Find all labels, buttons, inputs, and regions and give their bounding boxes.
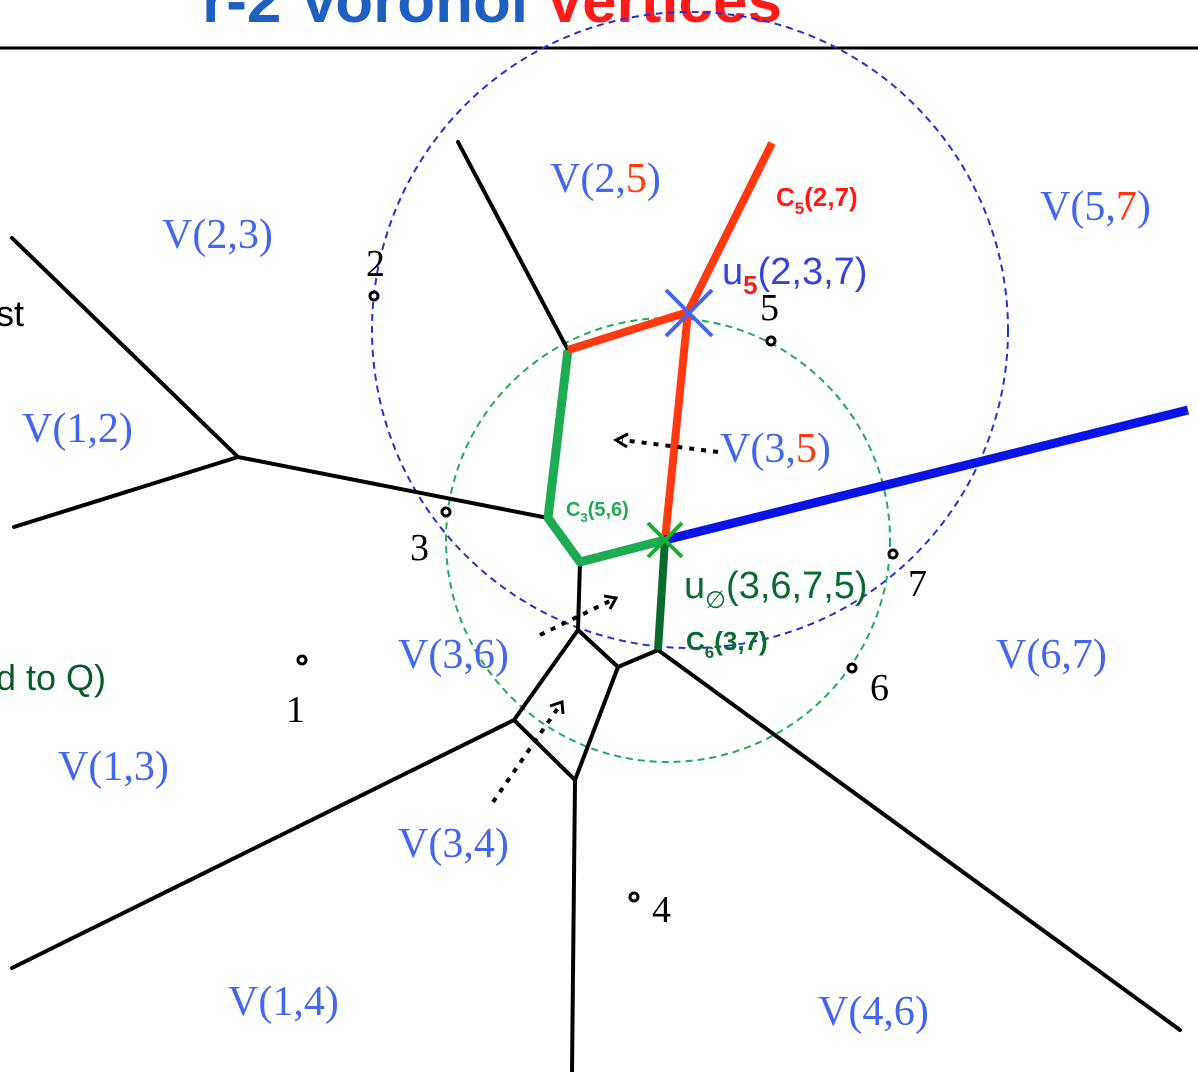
arrowhead [549, 699, 565, 715]
label-part: u [684, 565, 705, 607]
region-label: V(1,2) [22, 406, 133, 452]
label-part: V(1,4) [228, 979, 339, 1025]
vertex-cross [646, 521, 684, 559]
margin-text: st [0, 293, 24, 334]
label-part: 5 [796, 426, 817, 472]
region-label: V(3,5) [720, 426, 831, 472]
chain-label: u5(2,3,7) [722, 251, 867, 300]
label-part: 6 [705, 643, 714, 662]
label-part: ∅ [705, 587, 726, 614]
chain-c5 [566, 141, 776, 541]
arrowheads [549, 432, 629, 715]
label-part: (5,6) [588, 499, 629, 521]
arrow [539, 598, 613, 637]
chain-label: C5(2,7) [776, 182, 858, 218]
site-label: 7 [908, 563, 927, 605]
slide-title: r-2 Voronoi Vertices [202, 0, 782, 36]
label-part: C [566, 499, 580, 521]
chain-c6 [654, 539, 669, 651]
site [846, 662, 858, 674]
vertex-marks [646, 288, 714, 559]
vertex-cross [664, 288, 714, 338]
region-label: V(1,4) [228, 979, 339, 1025]
chain-label: C3(5,6) [566, 499, 629, 525]
region-label: V(2,3) [162, 212, 273, 258]
region-label: V(3,6) [398, 632, 509, 678]
site-label: 3 [410, 527, 429, 569]
region-label: V(3,4) [398, 821, 509, 867]
label-part: V(1,3) [58, 744, 169, 790]
label-part: 7 [1116, 184, 1137, 230]
chain-label: u∅(3,6,7,5) [684, 565, 868, 614]
region-label: V(1,3) [58, 744, 169, 790]
chain-labels: C5(2,7) u5(2,3,7) C3(5,6) u∅(3,6,7,5) C6… [566, 182, 868, 662]
site-label: 1 [286, 689, 305, 731]
label-part: V(5, [1040, 184, 1116, 230]
empty-circle [371, 11, 1009, 649]
label-part: u [722, 251, 743, 293]
site-label: 6 [870, 667, 889, 709]
site [368, 290, 380, 302]
label-part: 3 [580, 510, 587, 525]
label-part: 5 [795, 199, 804, 218]
margin-text: d to Q) [0, 657, 106, 698]
site [628, 891, 640, 903]
region-label: V(6,7) [996, 632, 1107, 678]
site [296, 654, 308, 666]
title-highlight: Vertices [544, 0, 782, 36]
label-part: (2,3,7) [758, 251, 868, 293]
arrow [621, 438, 719, 454]
label-part: 5 [626, 156, 647, 202]
title-lead: r-2 Voronoi [202, 0, 528, 36]
label-part: V(3,6) [398, 632, 509, 678]
label-part: (3,7) [714, 626, 767, 656]
label-part: V(1,2) [22, 406, 133, 452]
region-label: V(4,6) [818, 989, 929, 1035]
new-edge [663, 405, 1190, 545]
arrowhead [603, 594, 619, 610]
site-label: 5 [760, 287, 779, 329]
site [440, 506, 452, 518]
chain-label: C6(3,7) [686, 626, 768, 662]
site-label: 4 [652, 889, 671, 931]
label-part: V(3, [720, 426, 796, 472]
label-part: 5 [743, 270, 757, 300]
label-part: (2,7) [804, 182, 857, 212]
label-part: V(4,6) [818, 989, 929, 1035]
chain-c3 [543, 349, 667, 567]
label-part: ) [1137, 184, 1151, 230]
site [887, 548, 899, 560]
site-label: 2 [366, 243, 385, 285]
region-label: V(2,5) [550, 156, 661, 202]
site [765, 335, 777, 347]
label-part: ) [647, 156, 661, 202]
label-part: C [776, 182, 795, 212]
label-part: (3,6,7,5) [726, 565, 868, 607]
label-part: V(6,7) [996, 632, 1107, 678]
region-label: V(5,7) [1040, 184, 1151, 230]
edges [10, 140, 1182, 1072]
label-part: V(3,4) [398, 821, 509, 867]
label-part: ) [817, 426, 831, 472]
arrowhead [612, 432, 629, 449]
label-part: V(2,3) [162, 212, 273, 258]
label-part: C [686, 626, 705, 656]
label-part: V(2, [550, 156, 626, 202]
voronoi-edges [10, 140, 1182, 1072]
arrows [491, 438, 719, 804]
